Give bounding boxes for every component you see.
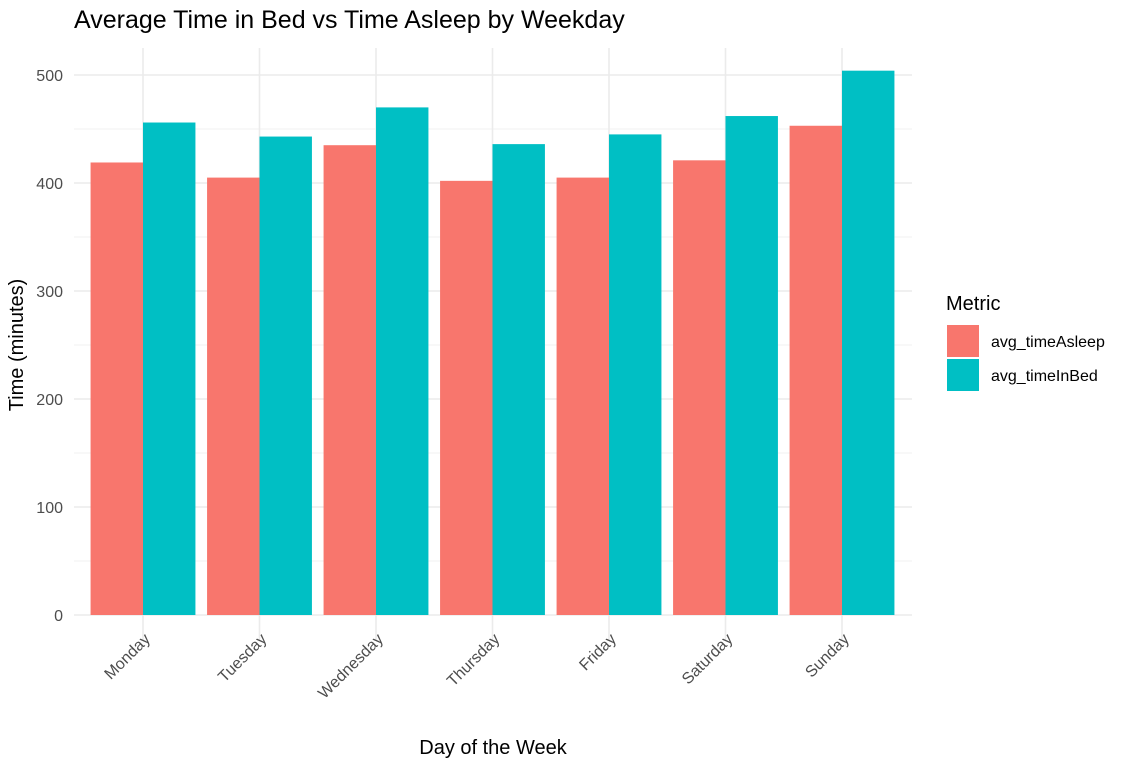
bar-avg_timeAsleep-wednesday <box>323 145 376 615</box>
legend-key-avg_timeAsleep <box>947 325 979 357</box>
bar-avg_timeAsleep-saturday <box>673 160 726 615</box>
y-tick-label: 300 <box>36 284 63 301</box>
x-tick-label-sunday: Sunday <box>802 631 852 681</box>
legend-title: Metric <box>946 293 1000 315</box>
chart-title: Average Time in Bed vs Time Asleep by We… <box>74 6 625 34</box>
x-tick-label-saturday: Saturday <box>679 631 736 688</box>
legend-label-avg_timeAsleep: avg_timeAsleep <box>991 334 1105 351</box>
y-tick-label: 400 <box>36 176 63 193</box>
bar-avg_timeAsleep-tuesday <box>207 177 260 615</box>
x-tick-label-tuesday: Tuesday <box>215 631 270 686</box>
legend-items: avg_timeAsleep avg_timeInBed <box>947 325 1105 391</box>
y-tick-label: 100 <box>36 500 63 517</box>
y-tick-label: 500 <box>36 68 63 85</box>
legend: Metric avg_timeAsleep avg_timeInBed <box>946 293 1105 391</box>
x-tick-label-thursday: Thursday <box>444 631 503 690</box>
x-tick-label-friday: Friday <box>576 631 619 674</box>
bar-avg_timeInBed-monday <box>143 122 196 616</box>
legend-label-avg_timeInBed: avg_timeInBed <box>991 368 1098 385</box>
bar-avg_timeInBed-friday <box>609 134 662 615</box>
bar-avg_timeInBed-saturday <box>725 116 778 615</box>
y-tick-label: 200 <box>36 392 63 409</box>
y-axis-title: Time (minutes) <box>6 279 28 412</box>
bar-avg_timeAsleep-monday <box>90 162 143 616</box>
bar-avg_timeAsleep-sunday <box>789 125 843 615</box>
bars <box>90 70 895 616</box>
bar-avg_timeInBed-wednesday <box>376 107 429 616</box>
legend-key-avg_timeInBed <box>947 359 979 391</box>
bar-avg_timeInBed-thursday <box>492 144 545 615</box>
x-axis-tick-labels: Monday Tuesday Wednesday Thursday Friday Satu… <box>102 631 853 703</box>
y-axis-tick-labels: 0 100 200 300 400 500 <box>36 68 63 625</box>
bar-avg_timeInBed-sunday <box>842 70 895 616</box>
bar-avg_timeInBed-tuesday <box>259 136 312 615</box>
x-tick-label-monday: Monday <box>102 631 154 683</box>
x-axis-title: Day of the Week <box>419 737 567 759</box>
y-tick-label: 0 <box>54 608 63 625</box>
bar-avg_timeAsleep-thursday <box>440 180 493 615</box>
x-tick-label-wednesday: Wednesday <box>315 631 387 703</box>
bar-avg_timeAsleep-friday <box>556 177 610 615</box>
